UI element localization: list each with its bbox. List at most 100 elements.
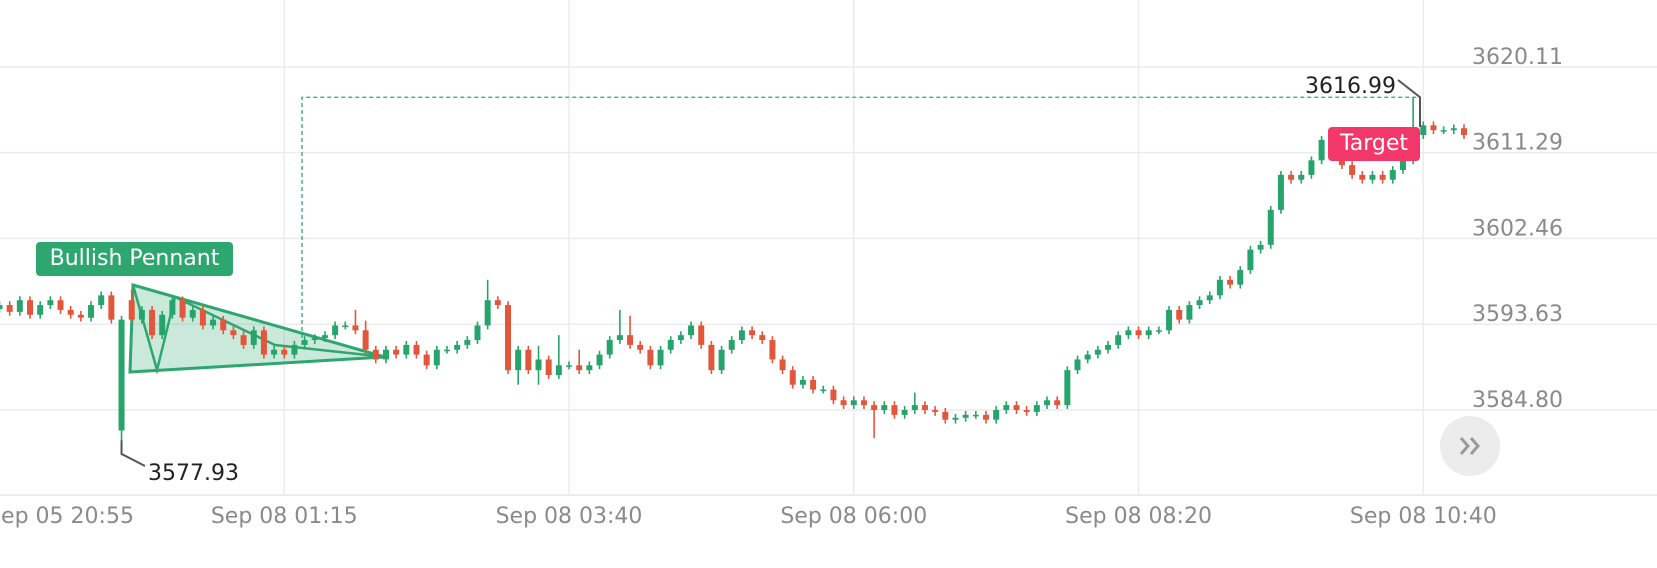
candle-body bbox=[494, 300, 501, 306]
candle-body bbox=[1166, 309, 1173, 331]
target-value-label: 3616.99 bbox=[1305, 74, 1396, 99]
candle-body bbox=[1054, 400, 1061, 406]
candle-body bbox=[1084, 354, 1091, 360]
candle-body bbox=[382, 349, 389, 360]
candle-body bbox=[311, 338, 318, 341]
candle-body bbox=[362, 330, 369, 350]
candle-body bbox=[57, 300, 64, 310]
candle-body bbox=[260, 330, 267, 355]
candle-body bbox=[189, 309, 196, 318]
x-tick-label: Sep 08 08:20 bbox=[1065, 504, 1212, 529]
candle-body bbox=[332, 325, 339, 336]
candle-body bbox=[413, 344, 420, 355]
candle-body bbox=[1227, 279, 1234, 285]
candle-body bbox=[301, 340, 308, 345]
candle-body bbox=[637, 344, 644, 350]
chevron[interactable] bbox=[1459, 437, 1470, 455]
y-tick-label: 3593.63 bbox=[1472, 302, 1563, 327]
candle-body bbox=[1430, 125, 1437, 131]
candle-body bbox=[1450, 128, 1457, 131]
annotations: Bullish Pennant Target 3616.99 3577.93 bbox=[36, 74, 1421, 486]
candle-body bbox=[555, 365, 562, 376]
candle-body bbox=[393, 349, 400, 355]
candle-body bbox=[860, 400, 867, 406]
candle-body bbox=[810, 379, 817, 390]
candle-body bbox=[179, 300, 186, 318]
candle-body bbox=[627, 335, 634, 345]
candle-body bbox=[1003, 405, 1010, 410]
candle-body bbox=[210, 319, 217, 326]
candle-body bbox=[1308, 160, 1315, 175]
candle-body bbox=[47, 300, 54, 306]
candle-body bbox=[321, 335, 328, 339]
candle-body bbox=[1176, 309, 1183, 320]
candle-body bbox=[993, 409, 1000, 420]
candle-body bbox=[1074, 359, 1081, 371]
candle-body bbox=[1064, 370, 1071, 406]
pattern-badge bbox=[36, 242, 233, 276]
candle-body bbox=[576, 365, 583, 371]
candle-body bbox=[1135, 330, 1142, 336]
candle-body bbox=[291, 344, 298, 355]
candle-body bbox=[138, 309, 145, 320]
candle-body bbox=[769, 340, 776, 360]
candle-body bbox=[423, 354, 430, 366]
candle-body bbox=[677, 335, 684, 341]
candle-body bbox=[606, 340, 613, 355]
candle-body bbox=[779, 359, 786, 371]
candle-body bbox=[708, 344, 715, 371]
candle-body bbox=[657, 349, 664, 366]
candle-body bbox=[474, 325, 481, 341]
candle-body bbox=[169, 300, 176, 315]
scroll-button[interactable] bbox=[1440, 416, 1500, 476]
x-tick-label: Sep 08 03:40 bbox=[496, 504, 643, 529]
target-label: Target bbox=[1339, 131, 1408, 156]
y-tick-label: 3611.29 bbox=[1472, 131, 1563, 156]
pattern-label: Bullish Pennant bbox=[50, 246, 220, 271]
scroll-button-bg[interactable] bbox=[1440, 416, 1500, 476]
candle-body bbox=[952, 417, 959, 420]
candle-body bbox=[403, 344, 410, 355]
low-value-label: 3577.93 bbox=[148, 461, 239, 486]
candles bbox=[0, 97, 1467, 441]
candle-body bbox=[749, 330, 756, 336]
candle-body bbox=[921, 405, 928, 410]
candle-body bbox=[220, 319, 227, 331]
candle-body bbox=[932, 409, 939, 412]
x-tick-label: Sep 08 06:00 bbox=[780, 504, 927, 529]
candle-body bbox=[199, 309, 206, 326]
candle-body bbox=[1105, 344, 1112, 350]
candle-body bbox=[667, 340, 674, 350]
candle-body bbox=[830, 389, 837, 401]
candle-body bbox=[352, 325, 359, 331]
candle-body bbox=[1277, 174, 1284, 210]
candle-body bbox=[1389, 170, 1396, 180]
candle-body bbox=[566, 365, 573, 367]
candle-body bbox=[820, 389, 827, 392]
candle-body bbox=[1033, 405, 1040, 412]
candle-body bbox=[881, 405, 888, 410]
candle-body bbox=[98, 295, 105, 306]
candle-body bbox=[484, 300, 491, 326]
candle-body bbox=[1420, 125, 1427, 136]
candle-body bbox=[759, 335, 766, 341]
candle-body bbox=[850, 400, 857, 406]
candle-body bbox=[1247, 249, 1254, 271]
candle-body bbox=[77, 314, 84, 318]
candle-body bbox=[525, 349, 532, 371]
candle-body bbox=[6, 305, 13, 312]
candle-body bbox=[545, 359, 552, 376]
candle-body bbox=[281, 349, 288, 355]
candle-body bbox=[1125, 330, 1132, 336]
chevron[interactable] bbox=[1469, 437, 1480, 455]
candle-body bbox=[789, 370, 796, 385]
candle-body bbox=[1349, 165, 1356, 175]
candle-body bbox=[1267, 209, 1274, 245]
candle-body bbox=[128, 300, 135, 320]
candle-body bbox=[443, 349, 450, 352]
target-pointer bbox=[1397, 79, 1421, 127]
candle-body bbox=[1013, 405, 1020, 410]
candle-body bbox=[108, 295, 115, 320]
candle-body bbox=[1288, 174, 1295, 180]
